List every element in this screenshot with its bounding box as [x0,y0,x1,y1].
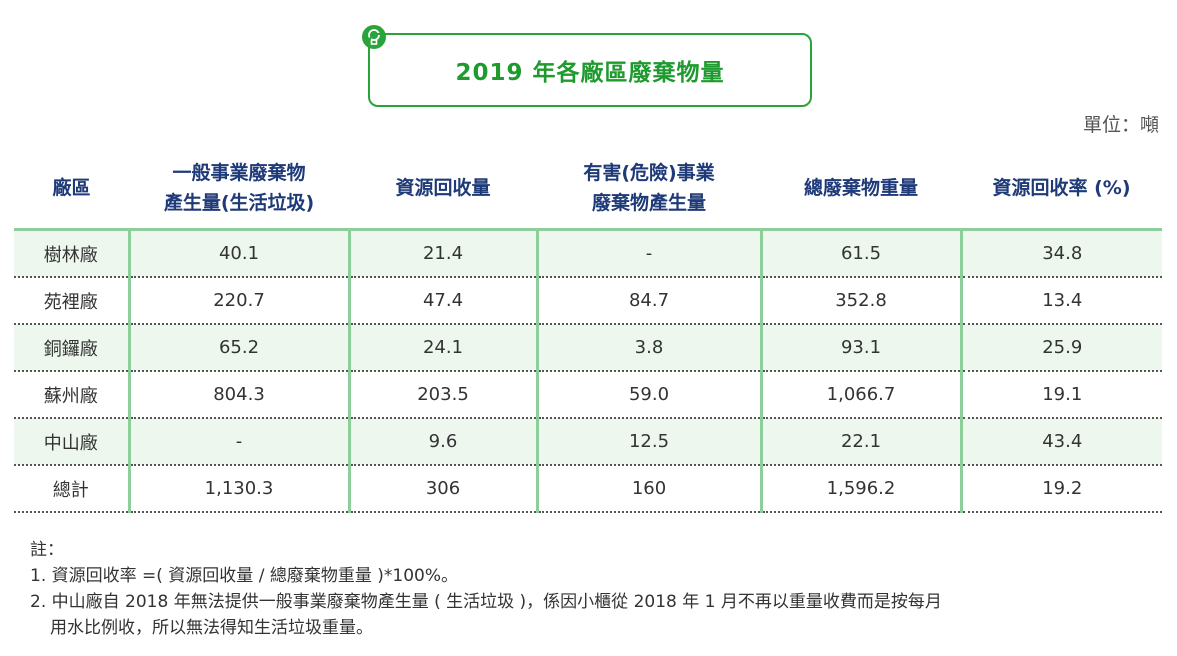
cell-recycle: 21.4 [347,229,537,278]
table-total-row: 總計 1,130.3 306 160 1,596.2 19.2 [14,465,1162,513]
cell-recycle: 47.4 [347,277,537,325]
cell-rate: 13.4 [959,277,1162,325]
cell-total: 1,596.2 [759,465,961,513]
table-row: 銅鑼廠 65.2 24.1 3.8 93.1 25.9 [14,324,1162,372]
cell-recycle: 24.1 [347,324,537,372]
cell-name: 銅鑼廠 [14,324,129,372]
cell-name: 蘇州廠 [14,371,129,419]
cell-rate: 25.9 [959,324,1162,372]
table-row: 中山廠 - 9.6 12.5 22.1 43.4 [14,418,1162,466]
note-1: 1. 資源回收率 =( 資源回收量 / 總廢棄物重量 )*100%。 [30,566,458,586]
cell-name: 中山廠 [14,418,129,466]
cell-total: 61.5 [759,229,961,278]
cell-total: 22.1 [759,418,961,466]
cell-rate: 19.1 [959,371,1162,419]
cell-name: 總計 [14,465,129,513]
cell-total: 352.8 [759,277,961,325]
cell-general: 220.7 [127,277,349,325]
cell-rate: 43.4 [959,418,1162,466]
header-hazard: 有害(危險)事業 廢棄物產生量 [537,148,761,231]
cell-total: 93.1 [759,324,961,372]
cell-hazard: - [535,229,761,278]
note-2-continued: 用水比例收，所以無法得知生活垃圾重量。 [50,618,373,638]
cell-rate: 19.2 [959,465,1162,513]
cell-general: 1,130.3 [127,465,349,513]
notes: 註： 1. 資源回收率 =( 資源回收量 / 總廢棄物重量 )*100%。 2.… [30,537,942,641]
page-title: 2019 年各廠區廢棄物量 [455,60,725,86]
table-row: 樹林廠 40.1 21.4 - 61.5 34.8 [14,229,1162,278]
cell-recycle: 306 [347,465,537,513]
header-recycle: 資源回收量 [349,148,537,231]
waste-table: 廠區 一般事業廢棄物 產生量(生活垃圾) 資源回收量 有害(危險)事業 廢棄物產生量… [14,148,1162,513]
cell-general: 40.1 [127,229,349,278]
cell-recycle: 203.5 [347,371,537,419]
cell-general: 804.3 [127,371,349,419]
cell-total: 1,066.7 [759,371,961,419]
cell-name: 樹林廠 [14,229,129,278]
header-general-waste: 一般事業廢棄物 產生量(生活垃圾) [129,148,349,231]
notes-heading: 註： [30,540,64,560]
unit-label: 單位：噸 [1082,114,1159,136]
header-total: 總廢棄物重量 [761,148,961,231]
cell-name: 苑裡廠 [14,277,129,325]
cell-hazard: 59.0 [535,371,761,419]
table-row: 苑裡廠 220.7 47.4 84.7 352.8 13.4 [14,277,1162,325]
cell-general: - [127,418,349,466]
cell-hazard: 84.7 [535,277,761,325]
table-row: 蘇州廠 804.3 203.5 59.0 1,066.7 19.1 [14,371,1162,419]
header-rate: 資源回收率 (%) [961,148,1162,231]
cell-rate: 34.8 [959,229,1162,278]
cell-hazard: 160 [535,465,761,513]
cell-hazard: 12.5 [535,418,761,466]
table-header-row: 廠區 一般事業廢棄物 產生量(生活垃圾) 資源回收量 有害(危險)事業 廢棄物產生量… [14,148,1162,231]
note-2: 2. 中山廠自 2018 年無法提供一般事業廢棄物產生量 ( 生活垃圾 )，係因… [30,592,942,612]
cell-hazard: 3.8 [535,324,761,372]
title-box: 2019 年各廠區廢棄物量 [368,33,812,107]
cell-recycle: 9.6 [347,418,537,466]
header-plant: 廠區 [14,148,129,231]
cell-general: 65.2 [127,324,349,372]
